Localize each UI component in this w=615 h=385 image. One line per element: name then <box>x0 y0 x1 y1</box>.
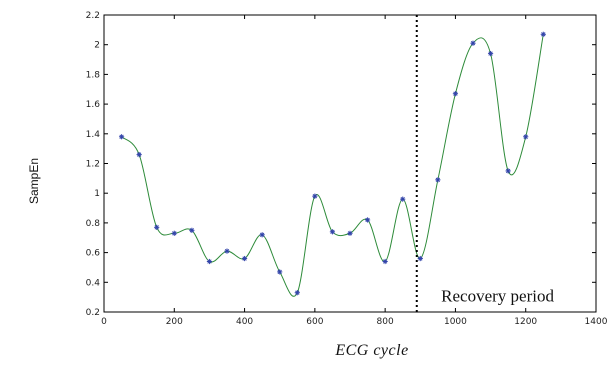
data-point <box>487 51 494 57</box>
data-point <box>329 229 336 235</box>
data-point <box>435 177 441 183</box>
x-tick-label: 400 <box>236 317 253 327</box>
data-point <box>259 232 265 238</box>
data-point <box>452 91 459 97</box>
data-point <box>224 248 230 254</box>
axis-ticks <box>103 14 597 313</box>
data-point <box>417 255 423 262</box>
recovery-period-label: Recovery period <box>441 287 554 306</box>
data-point <box>206 258 213 265</box>
y-tick-label: 0.8 <box>86 219 101 229</box>
x-tick-label: 1000 <box>444 317 467 327</box>
y-tick-label: 1.2 <box>86 160 100 170</box>
data-point <box>382 258 388 265</box>
y-tick-label: 2 <box>94 41 100 51</box>
data-point <box>347 230 353 236</box>
data-point <box>540 31 546 37</box>
x-tick-label: 200 <box>166 317 183 327</box>
data-point <box>189 227 195 233</box>
y-tick-label: 0.6 <box>86 249 101 259</box>
x-tick-label: 1400 <box>585 317 608 327</box>
data-point <box>241 255 248 262</box>
data-point <box>470 40 476 46</box>
data-point <box>364 217 371 223</box>
y-tick-label: 1 <box>94 189 100 199</box>
data-point <box>312 193 318 199</box>
data-point <box>505 168 511 174</box>
y-tick-label: 1.8 <box>86 70 101 80</box>
y-tick-labels: 0.2 0.4 0.6 0.8 1 1.2 1.4 1.6 1.8 2 2.2 <box>86 11 101 318</box>
data-point <box>154 224 160 230</box>
data-point <box>277 269 283 275</box>
x-tick-label: 1200 <box>514 317 537 327</box>
data-markers <box>118 31 546 296</box>
y-axis-label: SampEn <box>27 158 41 204</box>
y-tick-label: 2.2 <box>86 11 100 21</box>
data-point <box>294 290 300 296</box>
data-point <box>171 230 177 236</box>
y-tick-label: 0.2 <box>86 308 100 318</box>
data-point <box>523 134 529 140</box>
data-point <box>400 196 406 202</box>
x-tick-labels: 0 200 400 600 800 1000 1200 1400 <box>101 317 608 327</box>
x-axis-label: ECG cycle <box>334 342 408 359</box>
data-point <box>118 134 125 140</box>
sampen-curve <box>121 34 544 297</box>
x-tick-label: 800 <box>377 317 394 327</box>
y-tick-label: 1.6 <box>86 100 101 110</box>
y-tick-label: 0.4 <box>86 278 101 288</box>
x-tick-label: 0 <box>101 317 107 327</box>
plot-frame <box>103 14 597 313</box>
y-tick-label: 1.4 <box>86 130 101 140</box>
data-point <box>136 151 142 158</box>
x-tick-label: 600 <box>306 317 323 327</box>
